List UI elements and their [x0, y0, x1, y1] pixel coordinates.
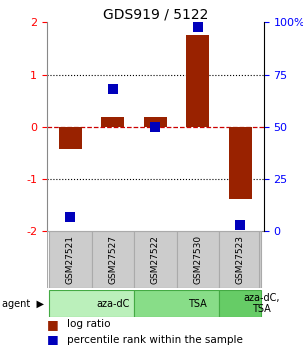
Bar — [186, 36, 209, 127]
Text: GSM27521: GSM27521 — [66, 235, 75, 284]
Text: TSA: TSA — [188, 299, 207, 308]
Text: log ratio: log ratio — [67, 319, 110, 329]
Bar — [228, 127, 252, 199]
Bar — [219, 290, 261, 317]
Text: agent  ▶: agent ▶ — [2, 299, 44, 308]
Text: GSM27530: GSM27530 — [193, 235, 202, 284]
Text: GSM27523: GSM27523 — [236, 235, 245, 284]
Text: aza-dC,
TSA: aza-dC, TSA — [243, 293, 280, 314]
Bar — [49, 290, 134, 317]
Bar — [177, 231, 219, 288]
Point — [153, 124, 158, 129]
Point — [110, 87, 115, 92]
Bar — [134, 290, 219, 317]
Bar — [101, 117, 125, 127]
Bar — [219, 231, 261, 288]
Text: percentile rank within the sample: percentile rank within the sample — [67, 335, 242, 345]
Text: ■: ■ — [47, 333, 59, 345]
Title: GDS919 / 5122: GDS919 / 5122 — [103, 7, 208, 21]
Text: ■: ■ — [47, 318, 59, 331]
Bar — [92, 231, 134, 288]
Point — [238, 222, 243, 228]
Text: GSM27522: GSM27522 — [151, 235, 160, 284]
Text: GSM27527: GSM27527 — [108, 235, 117, 284]
Bar — [144, 117, 167, 127]
Bar — [59, 127, 82, 149]
Point — [68, 214, 73, 219]
Bar — [49, 231, 92, 288]
Bar — [134, 231, 177, 288]
Point — [195, 24, 200, 29]
Text: aza-dC: aza-dC — [96, 299, 129, 308]
